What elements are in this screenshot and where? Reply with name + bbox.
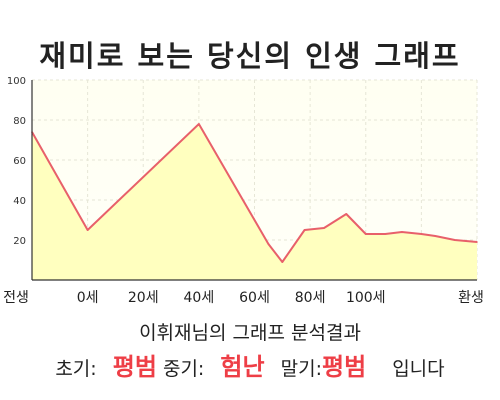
x-tick-label: 60세 (239, 290, 270, 306)
area-fill (32, 124, 477, 280)
data-point-13 (453, 239, 456, 241)
data-point-7 (345, 213, 348, 215)
data-point-8 (364, 233, 367, 235)
x-tick-label: 40세 (184, 290, 215, 306)
page-title: 재미로 보는 당신의 인생 그래프 (39, 39, 461, 73)
mid-value: 험난 (220, 353, 265, 381)
data-point-4 (281, 261, 284, 263)
mid-label: 중기: (162, 358, 205, 380)
data-point-14 (476, 241, 478, 243)
data-point-10 (401, 231, 403, 233)
x-tick-label: 0세 (77, 290, 99, 306)
data-point-1 (86, 229, 89, 231)
early-value: 평범 (112, 353, 157, 381)
late-value: 평범 (321, 353, 367, 381)
analysis-summary: 이휘재님의 그래프 분석결과 (139, 322, 361, 344)
data-point-3 (267, 243, 270, 245)
y-tick-labels: 20 40 60 80 100 (7, 76, 26, 247)
y-tick-label: 20 (13, 236, 26, 247)
x-tick-label: 100세 (346, 290, 386, 306)
x-tick-label: 20세 (128, 290, 159, 306)
verdict-suffix: 입니다 (392, 358, 445, 380)
data-point-9 (384, 233, 387, 235)
early-label: 초기: (55, 358, 97, 380)
y-tick-label: 100 (7, 76, 26, 87)
late-label: 말기: (280, 358, 322, 380)
x-tick-label: 환생 (458, 290, 484, 306)
x-tick-labels: 전생 0세 20세 40세 60세 80세 100세 환생 (3, 290, 484, 306)
axes (31, 80, 477, 281)
data-point-12 (434, 235, 437, 237)
x-tick-label: 전생 (3, 290, 29, 306)
x-tick-label: 80세 (295, 290, 326, 306)
y-tick-label: 80 (13, 116, 26, 127)
data-point-6 (323, 227, 325, 229)
data-point-11 (420, 233, 423, 235)
y-tick-label: 40 (13, 196, 26, 207)
data-point-5 (303, 229, 306, 231)
y-tick-label: 60 (13, 156, 26, 167)
data-point-2 (198, 123, 200, 125)
analysis-verdict: 초기: 평범 중기: 험난 말기:평범 입니다 (0, 347, 500, 382)
